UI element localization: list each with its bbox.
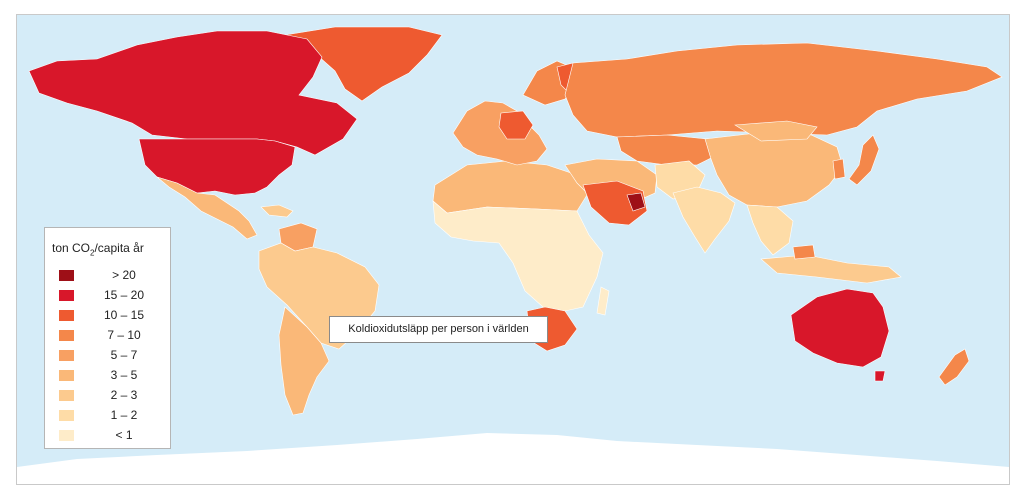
map-caption: Koldioxidutsläpp per person i världen xyxy=(329,316,548,343)
region-russia xyxy=(564,42,1003,138)
region-southern-south-america xyxy=(278,306,330,416)
region-arabian-peninsula xyxy=(582,180,648,226)
region-western-europe xyxy=(452,100,548,166)
legend-swatch xyxy=(59,430,74,441)
region-canada xyxy=(28,30,358,156)
legend-title: ton CO2/capita år xyxy=(52,241,144,258)
region-tasmania xyxy=(874,370,886,382)
legend-swatch xyxy=(59,270,74,281)
region-india xyxy=(672,186,736,254)
legend-swatch xyxy=(59,390,74,401)
region-usa xyxy=(138,138,296,196)
region-new-zealand xyxy=(938,348,970,386)
region-indonesia xyxy=(760,254,902,284)
world-map: ton CO2/capita år > 20 15 – 20 10 – 15 7… xyxy=(16,14,1010,485)
region-central-europe xyxy=(498,110,534,140)
region-korea xyxy=(832,158,846,180)
region-central-asia xyxy=(616,134,718,166)
legend-label: 15 – 20 xyxy=(103,288,145,302)
region-australia xyxy=(790,288,890,368)
region-caribbean xyxy=(260,204,294,218)
region-mongolia xyxy=(734,120,818,142)
legend-swatch xyxy=(59,310,74,321)
legend-label: 10 – 15 xyxy=(103,308,145,322)
region-malaysia xyxy=(792,244,816,260)
legend-label: 5 – 7 xyxy=(110,348,138,362)
legend-label: 7 – 10 xyxy=(107,328,141,342)
region-japan xyxy=(848,134,880,186)
region-southeast-asia xyxy=(746,204,794,256)
legend-label: 2 – 3 xyxy=(110,388,138,402)
region-antarctica xyxy=(17,433,1009,484)
legend: ton CO2/capita år > 20 15 – 20 10 – 15 7… xyxy=(44,227,171,449)
legend-swatch xyxy=(59,350,74,361)
region-madagascar xyxy=(596,286,610,316)
legend-label: > 20 xyxy=(112,268,136,282)
region-north-africa xyxy=(432,160,588,214)
legend-swatch xyxy=(59,410,74,421)
region-subsaharan-africa xyxy=(432,200,604,312)
legend-swatch xyxy=(59,370,74,381)
region-gulf-states xyxy=(626,192,646,212)
legend-swatch xyxy=(59,330,74,341)
region-mexico-central-america xyxy=(156,176,258,240)
world-map-svg xyxy=(17,26,1009,484)
legend-swatch xyxy=(59,290,74,301)
region-china xyxy=(704,132,844,208)
legend-label: 1 – 2 xyxy=(110,408,138,422)
legend-label: 3 – 5 xyxy=(110,368,138,382)
legend-label: < 1 xyxy=(115,428,133,442)
